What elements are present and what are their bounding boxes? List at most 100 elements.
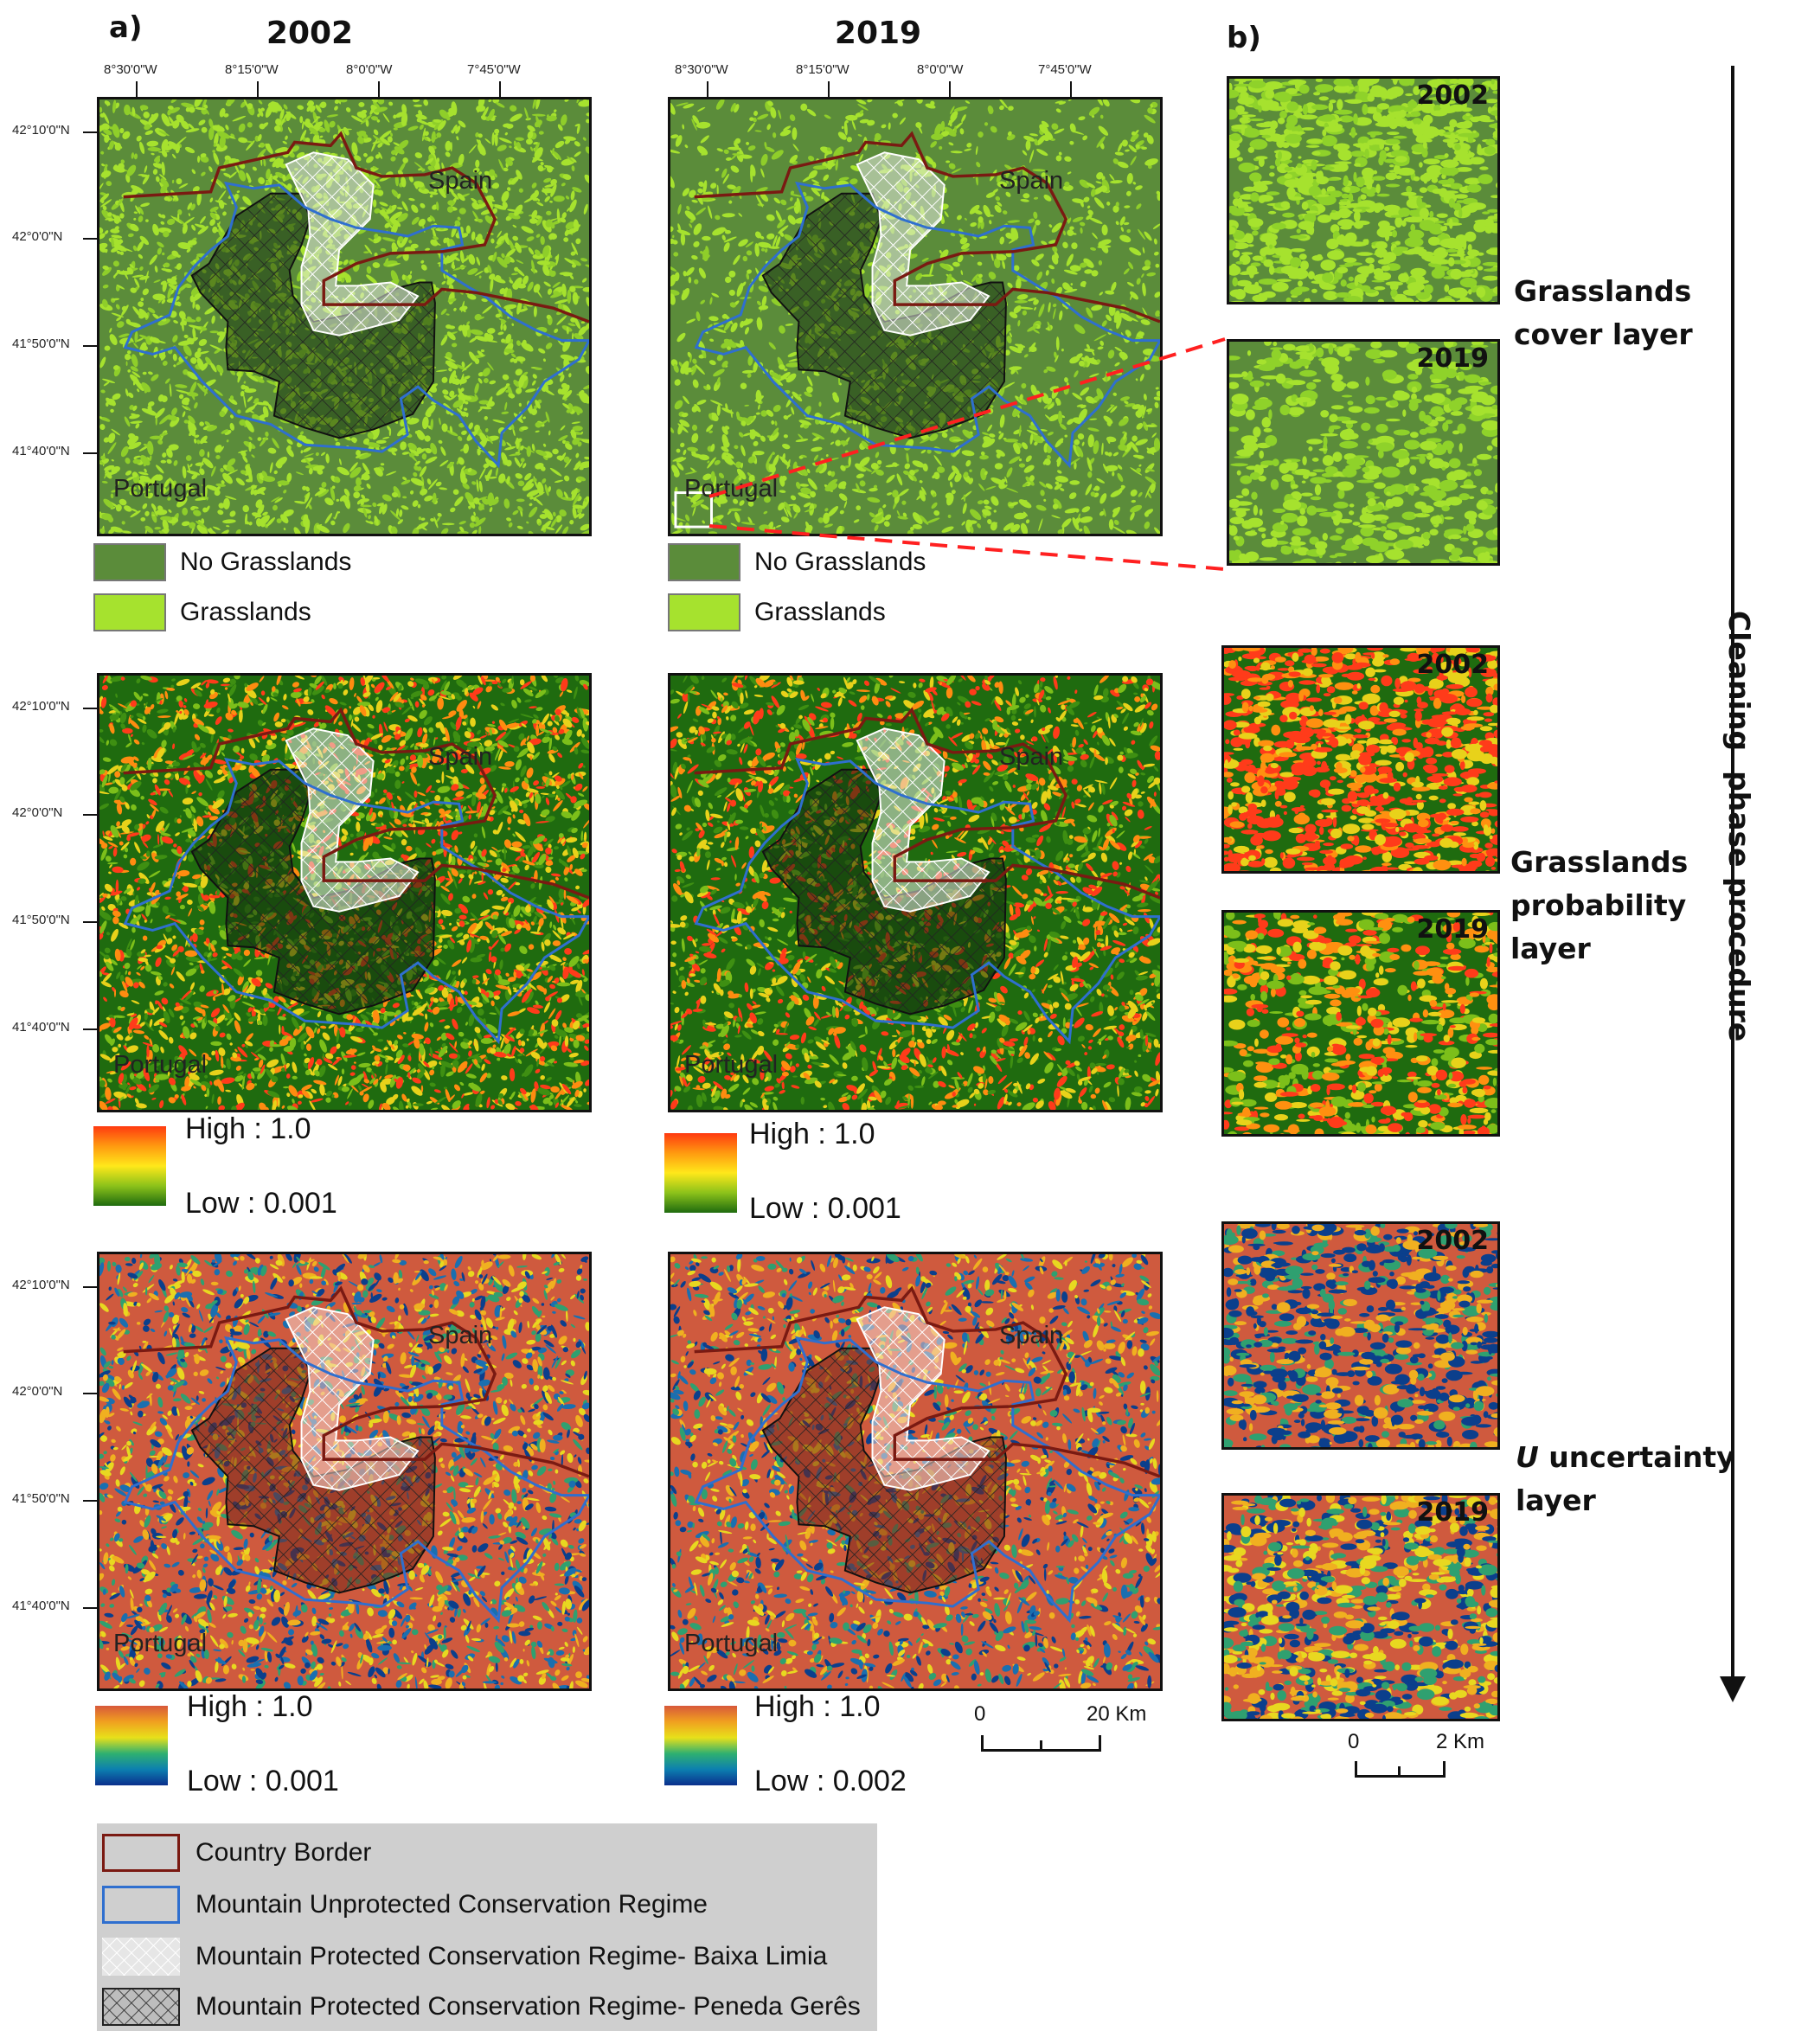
- swatch-country-border: [102, 1834, 180, 1872]
- legend-grasslands-2019: Grasslands: [668, 593, 886, 631]
- latitude-tick: [83, 452, 97, 454]
- uncertainty-ramp-2019: [664, 1706, 737, 1785]
- legend-label: Mountain Unprotected Conservation Regime: [196, 1890, 708, 1919]
- latitude-tick-label: 41°40'0"N: [12, 444, 70, 458]
- legend-no-grasslands-2019: No Grasslands: [668, 543, 926, 581]
- side-label-line: uncertainty: [1538, 1440, 1735, 1474]
- swatch-no-grasslands: [668, 543, 740, 581]
- inset-year-label: 2019: [1416, 343, 1490, 374]
- country-border-line: [123, 1285, 589, 1478]
- inset-cover-2019: 2019: [1227, 339, 1500, 566]
- unprotected-boundary: [694, 181, 1160, 469]
- longitude-tick-label: 8°30'0"W: [104, 62, 157, 77]
- legend-label: No Grasslands: [180, 548, 352, 576]
- label-portugal: Portugal: [113, 475, 208, 503]
- uncertainty-ramp-2002: [95, 1706, 168, 1785]
- scale-inset-end: 2 Km: [1436, 1730, 1485, 1753]
- unprotected-boundary: [694, 757, 1160, 1045]
- latitude-tick: [83, 345, 97, 347]
- latitude-tick-label: 41°50'0"N: [12, 1491, 70, 1506]
- prob-low-2019: Low : 0.001: [749, 1192, 901, 1225]
- label-spain: Spain: [428, 1322, 493, 1349]
- longitude-tick: [378, 81, 380, 97]
- probability-ramp-2002: [93, 1126, 166, 1206]
- connector-line-top: [708, 337, 1226, 498]
- legend-label: Grasslands: [754, 598, 886, 626]
- label-spain: Spain: [999, 743, 1064, 771]
- longitude-tick-label: 8°15'0"W: [225, 62, 279, 77]
- latitude-tick-label: 42°0'0"N: [12, 805, 63, 820]
- latitude-tick: [83, 1028, 97, 1030]
- label-spain: Spain: [999, 1322, 1064, 1349]
- map-probability-2002: Spain Portugal: [97, 673, 592, 1112]
- label-portugal: Portugal: [684, 1051, 779, 1079]
- side-label-uncertainty: U uncertainty layer: [1516, 1436, 1735, 1522]
- side-label-line: Grasslands: [1514, 274, 1692, 308]
- baixa-limia-hatch: [285, 151, 420, 336]
- label-spain: Spain: [999, 167, 1064, 195]
- year-heading-2002: 2002: [266, 16, 354, 51]
- inset-year-label: 2002: [1416, 80, 1490, 111]
- unc-high-2019: High : 1.0: [754, 1690, 881, 1723]
- longitude-tick-label: 8°0'0"W: [346, 62, 393, 77]
- legend-country-border: Country Border: [102, 1834, 371, 1872]
- label-portugal: Portugal: [113, 1630, 208, 1657]
- baixa-limia-hatch: [285, 727, 420, 913]
- latitude-tick: [83, 814, 97, 816]
- latitude-tick: [83, 1607, 97, 1609]
- longitude-tick: [828, 81, 830, 97]
- swatch-grasslands: [93, 593, 166, 631]
- country-border-line: [694, 1285, 1160, 1478]
- latitude-tick-label: 42°10'0"N: [12, 123, 70, 138]
- longitude-tick: [257, 81, 259, 97]
- legend-label: Grasslands: [180, 598, 311, 626]
- inset-probability-2002: 2002: [1221, 645, 1500, 874]
- inset-year-label: 2019: [1416, 914, 1490, 945]
- label-portugal: Portugal: [684, 1630, 779, 1657]
- legend-label: Mountain Protected Conservation Regime- …: [196, 1992, 861, 2021]
- longitude-tick: [1070, 81, 1072, 97]
- latitude-tick: [83, 708, 97, 709]
- unprotected-boundary: [123, 757, 589, 1045]
- unc-low-2002: Low : 0.001: [187, 1765, 339, 1797]
- inset-year-label: 2019: [1416, 1497, 1490, 1528]
- prob-high-2019: High : 1.0: [749, 1118, 875, 1150]
- longitude-tick-label: 7°45'0"W: [1038, 62, 1092, 77]
- latitude-tick-label: 41°50'0"N: [12, 913, 70, 927]
- latitude-tick: [83, 1500, 97, 1502]
- procedure-arrow-head-icon: [1720, 1676, 1746, 1702]
- country-border-line: [694, 707, 1160, 900]
- latitude-tick-label: 42°10'0"N: [12, 699, 70, 714]
- label-spain: Spain: [428, 167, 493, 195]
- unprotected-boundary: [694, 1336, 1160, 1624]
- procedure-arrow-shaft: [1731, 66, 1734, 1687]
- legend-baixa-limia: Mountain Protected Conservation Regime- …: [102, 1938, 827, 1976]
- map-uncertainty-2019: Spain Portugal: [668, 1252, 1163, 1691]
- map-uncertainty-2002: Spain Portugal: [97, 1252, 592, 1691]
- latitude-tick-label: 42°10'0"N: [12, 1278, 70, 1292]
- side-label-probability: Grasslands probability layer: [1510, 841, 1688, 971]
- legend-peneda-geres: Mountain Protected Conservation Regime- …: [102, 1988, 861, 2026]
- longitude-tick: [707, 81, 708, 97]
- prob-low-2002: Low : 0.001: [185, 1187, 337, 1220]
- legend-label: No Grasslands: [754, 548, 926, 576]
- unc-high-2002: High : 1.0: [187, 1690, 313, 1723]
- baixa-limia-hatch: [856, 1306, 990, 1491]
- latitude-tick-label: 41°40'0"N: [12, 1020, 70, 1035]
- baixa-limia-hatch: [285, 1306, 420, 1491]
- latitude-tick-label: 41°50'0"N: [12, 336, 70, 351]
- side-label-line: cover layer: [1514, 317, 1693, 351]
- probability-ramp-2019: [664, 1133, 737, 1213]
- longitude-tick: [499, 81, 501, 97]
- latitude-tick-label: 42°0'0"N: [12, 1384, 63, 1399]
- unprotected-boundary: [123, 1336, 589, 1624]
- baixa-limia-hatch: [856, 151, 990, 336]
- longitude-tick-label: 7°45'0"W: [467, 62, 521, 77]
- unprotected-boundary: [123, 181, 589, 469]
- longitude-tick-label: 8°30'0"W: [675, 62, 728, 77]
- side-label-line: Grasslands: [1510, 845, 1689, 879]
- latitude-tick: [83, 921, 97, 923]
- latitude-tick: [83, 1286, 97, 1288]
- connector-line-bottom: [708, 524, 1226, 571]
- side-label-line: probability: [1510, 888, 1687, 922]
